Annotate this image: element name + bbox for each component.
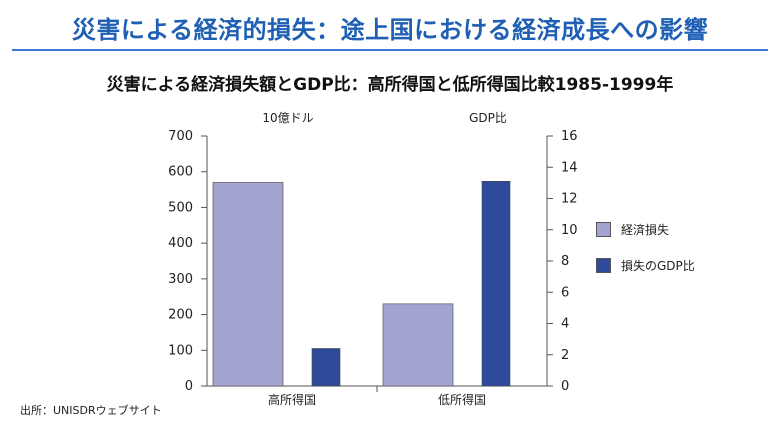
legend-label-ratio: 損失のGDP比 — [621, 258, 695, 273]
y-left-tick-label: 300 — [168, 272, 193, 287]
y-left-unit-label: 10億ドル — [262, 111, 313, 125]
y-right-tick-label: 4 — [561, 317, 569, 332]
bar-ratio — [311, 348, 341, 387]
y-left-tick-label: 400 — [168, 236, 193, 251]
y-left-tick-label: 500 — [168, 200, 193, 215]
y-right-tick-label: 12 — [561, 192, 578, 207]
y-right-tick-label: 10 — [561, 223, 578, 238]
slide-title: 災害による経済的損失：途上国における経済成長への影響 — [71, 16, 709, 44]
legend-item-ratio: 損失のGDP比 — [596, 254, 695, 276]
y-right-tick-label: 2 — [561, 348, 569, 363]
y-right-tick-label: 8 — [561, 254, 569, 269]
chart-legend: 経済損失 損失のGDP比 — [596, 218, 695, 290]
y-left-tick-label: 700 — [168, 129, 193, 144]
y-left-tick-label: 600 — [168, 165, 193, 180]
y-left-tick-label: 0 — [185, 379, 193, 394]
bar-loss — [212, 182, 284, 387]
y-right-tick-label: 14 — [561, 160, 578, 175]
source-note: 出所：UNISDRウェブサイト — [20, 404, 162, 417]
legend-label-loss: 経済損失 — [621, 222, 670, 237]
legend-item-loss: 経済損失 — [596, 218, 695, 240]
bar-loss — [382, 303, 454, 387]
y-left-tick-label: 100 — [168, 343, 193, 358]
legend-swatch-ratio — [596, 257, 611, 273]
chart-title: 災害による経済損失額とGDP比：高所得国と低所得国比較1985-1999年 — [106, 75, 674, 95]
legend-swatch-loss — [596, 221, 611, 237]
x-category-label: 高所得国 — [268, 392, 316, 407]
y-right-tick-label: 16 — [561, 129, 578, 144]
title-divider — [12, 49, 768, 51]
y-right-unit-label: GDP比 — [469, 111, 507, 125]
y-left-tick-label: 200 — [168, 308, 193, 323]
x-category-label: 低所得国 — [438, 392, 486, 407]
y-right-tick-label: 6 — [561, 285, 569, 300]
y-right-tick-label: 0 — [561, 379, 569, 394]
bar-ratio — [481, 181, 511, 387]
